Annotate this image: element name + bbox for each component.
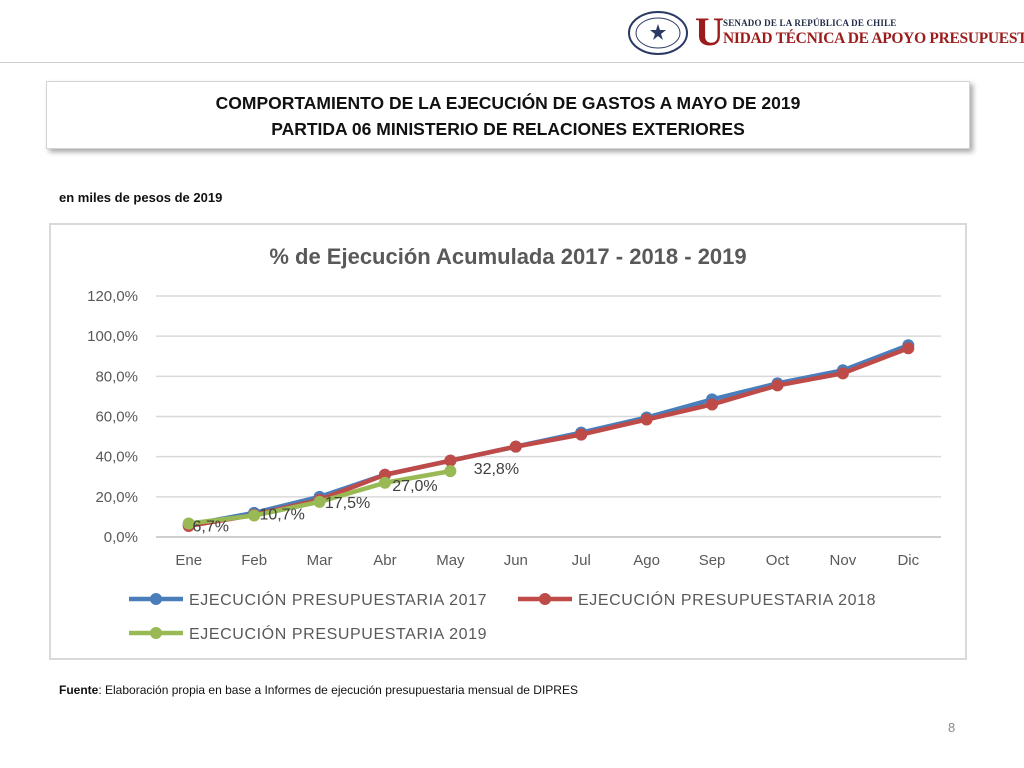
senado-line: SENADO DE LA REPÚBLICA DE CHILE [723,18,897,28]
legend-label-2: EJECUCIÓN PRESUPUESTARIA 2019 [189,624,487,643]
series-line-1 [186,345,911,529]
data-label: 17,5% [325,495,370,512]
y-tick-label: 100,0% [87,328,138,345]
source-label: Fuente [59,683,99,697]
header-divider [0,62,1024,63]
legend-label-1: EJECUCIÓN PRESUPUESTARIA 2018 [578,590,876,609]
x-tick-label: Mar [307,552,333,569]
data-point-1 [509,440,522,453]
x-tick-label: Jul [572,552,591,569]
x-tick-label: Ago [633,552,660,569]
data-point-2 [248,509,261,522]
legend-marker-2 [150,627,162,639]
title-line-1: COMPORTAMIENTO DE LA EJECUCIÓN DE GASTOS… [215,93,801,113]
x-tick-label: Jun [504,552,528,569]
y-tick-label: 40,0% [95,449,138,466]
data-point-2 [444,465,457,478]
y-tick-label: 0,0% [104,529,138,546]
data-point-1 [444,454,457,467]
y-tick-label: 80,0% [95,368,138,385]
page-number: 8 [948,720,956,735]
senado-logo: U SENADO DE LA REPÚBLICA DE CHILE NIDAD … [627,8,1024,58]
chart-title: % de Ejecución Acumulada 2017 - 2018 - 2… [269,244,746,269]
x-tick-label: Ene [175,552,202,569]
legend-label-0: EJECUCIÓN PRESUPUESTARIA 2017 [189,590,487,609]
logo-initial: U [695,9,724,54]
source-note: Fuente: Elaboración propia en base a Inf… [59,683,578,697]
data-point-2 [313,495,326,508]
source-text: : Elaboración propia en base a Informes … [98,683,578,697]
units-note: en miles de pesos de 2019 [59,190,223,205]
data-point-1 [836,367,849,380]
legend-marker-0 [150,593,162,605]
data-point-2 [182,517,195,530]
data-point-2 [378,476,391,489]
unidad-line: NIDAD TÉCNICA DE APOYO PRESUPUESTARIO [723,30,1024,47]
x-tick-label: Nov [830,552,857,569]
x-tick-label: Sep [699,552,726,569]
data-point-1 [706,398,719,411]
x-tick-label: Feb [241,552,267,569]
x-tick-label: May [436,552,465,569]
data-label: 10,7% [259,507,304,524]
data-point-1 [902,342,915,355]
x-tick-label: Dic [897,552,919,569]
y-tick-label: 120,0% [87,288,138,305]
y-tick-label: 60,0% [95,409,138,426]
title-box: COMPORTAMIENTO DE LA EJECUCIÓN DE GASTOS… [46,81,970,149]
y-tick-label: 20,0% [95,489,138,506]
senado-seal-icon [628,11,688,55]
data-label: 27,0% [392,478,437,495]
x-tick-label: Abr [373,552,396,569]
title-line-2: PARTIDA 06 MINISTERIO DE RELACIONES EXTE… [271,119,745,139]
data-point-1 [771,379,784,392]
data-label: 6,7% [192,519,228,536]
execution-line-chart: % de Ejecución Acumulada 2017 - 2018 - 2… [87,244,941,643]
chart-frame: % de Ejecución Acumulada 2017 - 2018 - 2… [49,223,967,660]
data-point-1 [575,428,588,441]
legend-marker-1 [539,593,551,605]
series-line-0 [186,342,911,528]
x-tick-label: Oct [766,552,790,569]
data-point-1 [640,413,653,426]
data-label: 32,8% [474,461,519,478]
